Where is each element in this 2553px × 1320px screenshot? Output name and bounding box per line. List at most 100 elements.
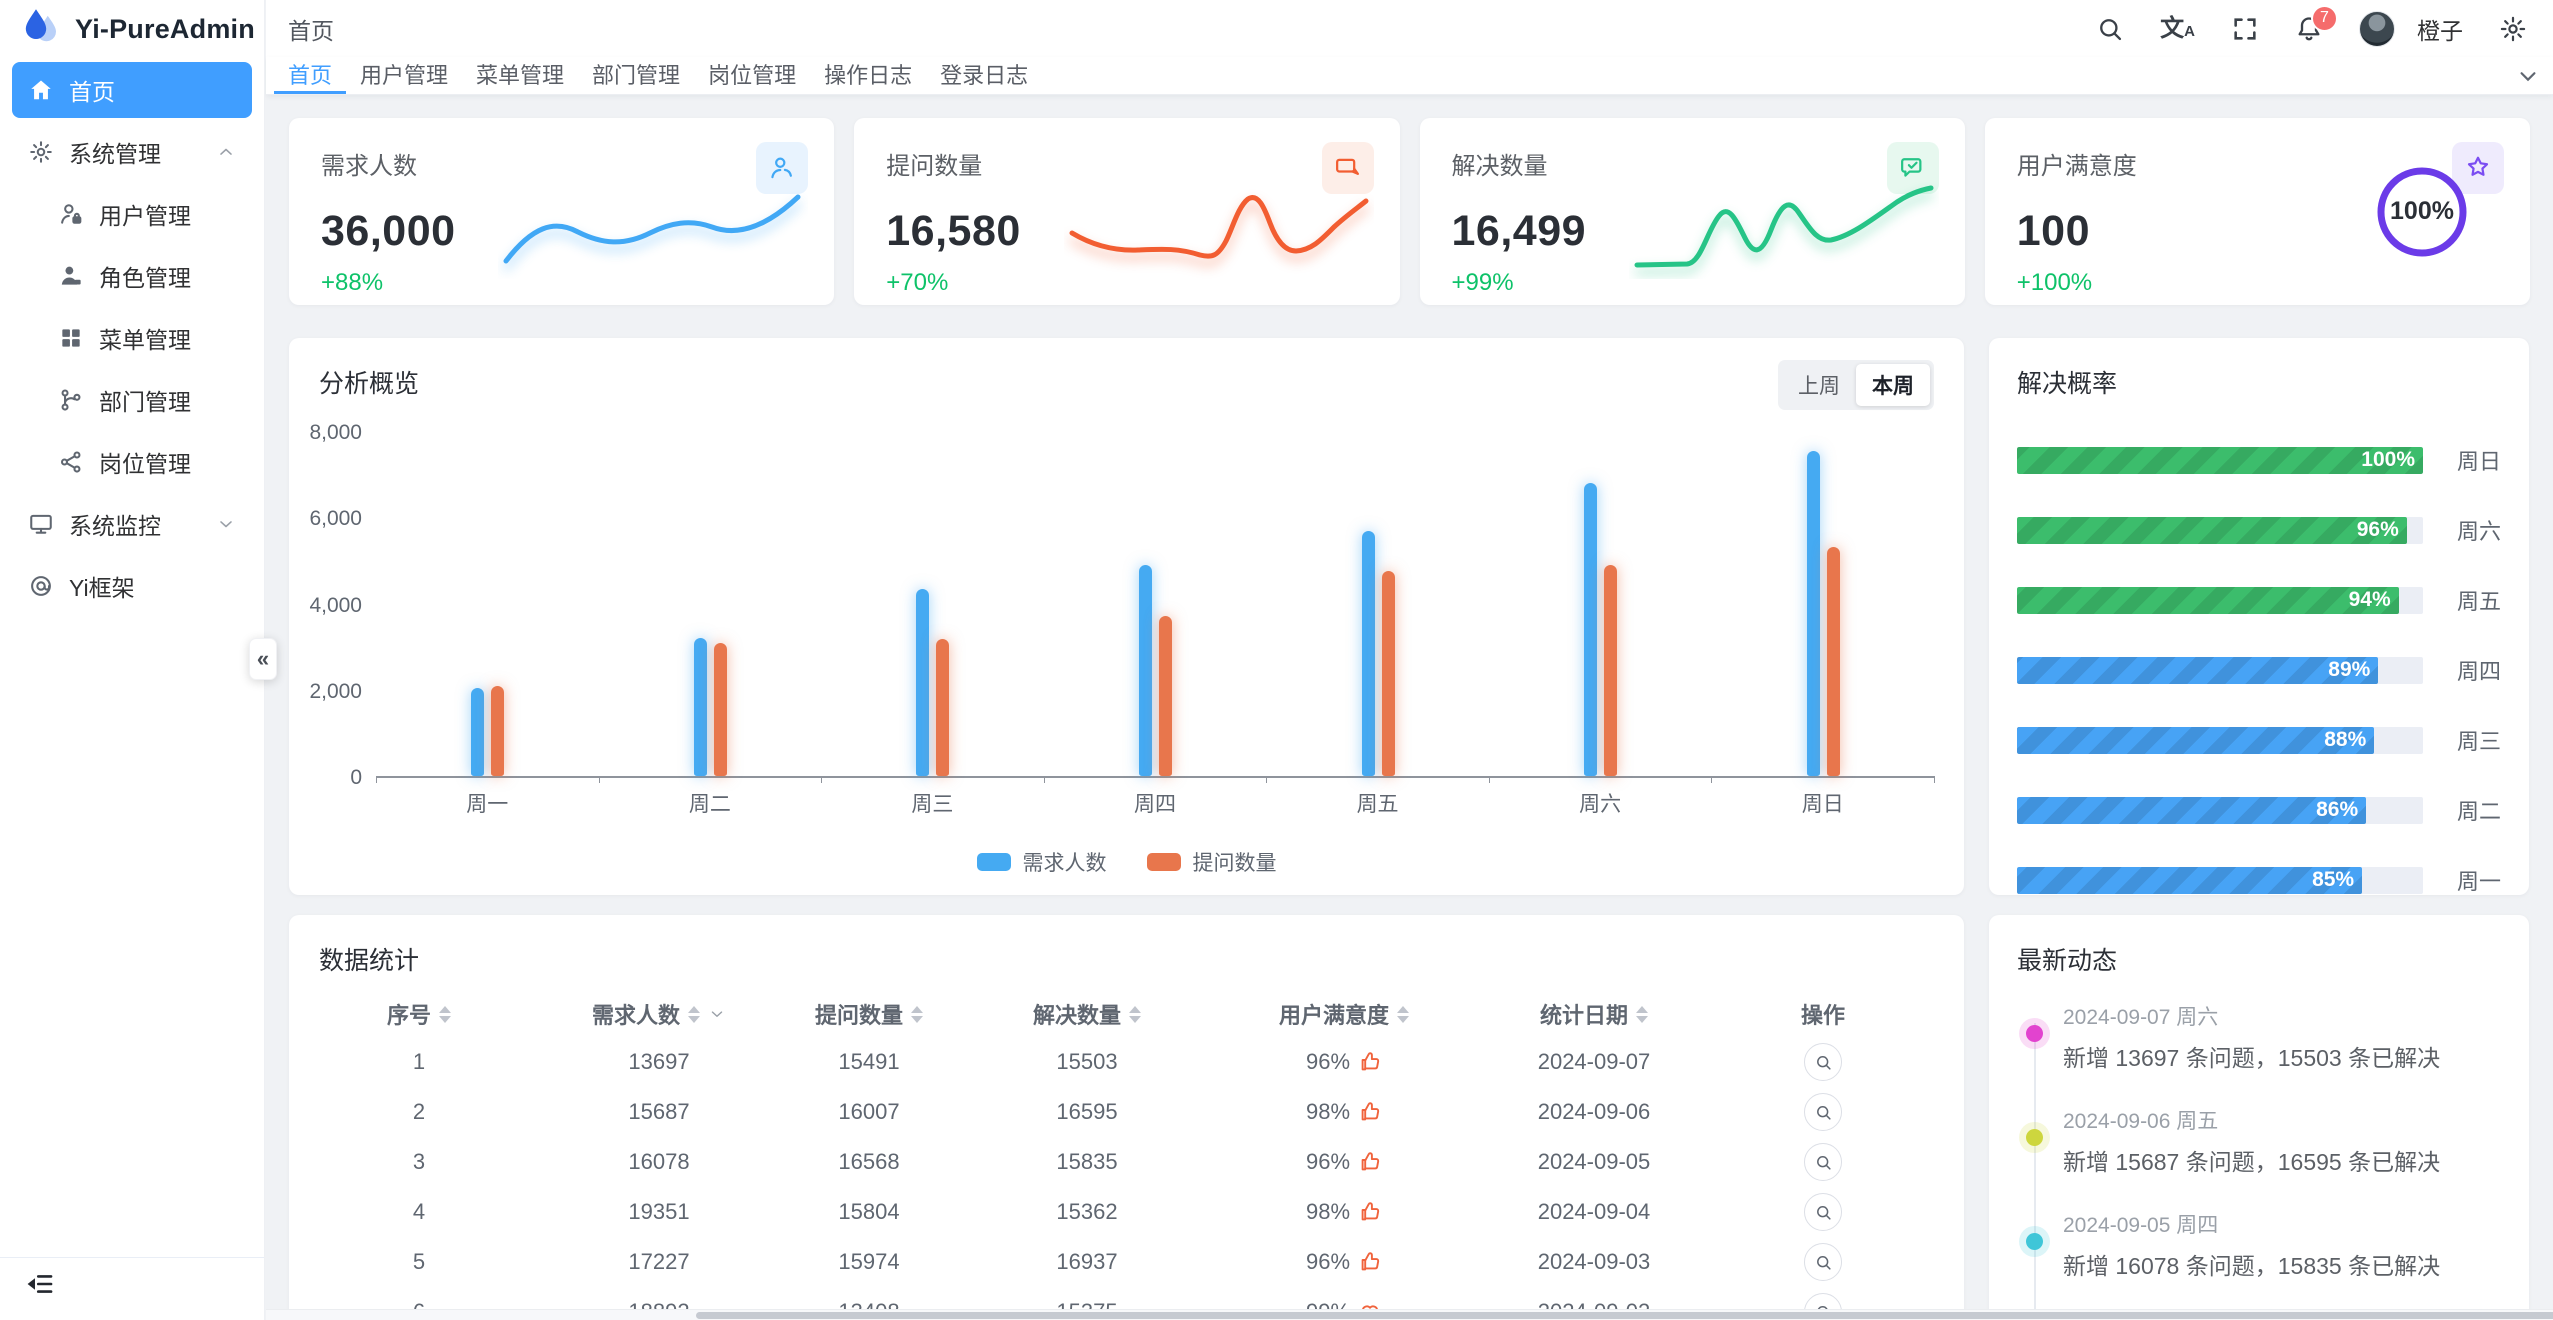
sidebar-item-yi-framework[interactable]: Yi框架: [12, 558, 252, 614]
timeline-date: 2024-09-07 周六: [2063, 1006, 2219, 1029]
x-axis-label: 周日: [1801, 793, 1844, 816]
tab-菜单管理[interactable]: 菜单管理: [476, 63, 565, 88]
sidebar-item-home[interactable]: 首页: [12, 62, 252, 118]
x-axis-label: 周五: [1356, 793, 1399, 816]
column-header-提问数量[interactable]: 提问数量: [799, 998, 939, 1030]
username[interactable]: 橙子: [2417, 17, 2463, 44]
x-axis-label: 周一: [466, 793, 509, 816]
progress-day-label: 周六: [2456, 519, 2501, 544]
column-label: 解决数量: [1032, 1003, 1121, 1028]
sidebar-item-user-mgmt[interactable]: 用户管理: [12, 186, 252, 242]
tab-岗位管理[interactable]: 岗位管理: [708, 63, 797, 88]
translate-icon[interactable]: 文A: [2160, 14, 2195, 42]
search-icon[interactable]: [2096, 15, 2124, 43]
probability-row-周日: 100% 周日: [2017, 444, 2501, 476]
column-header-序号[interactable]: 序号: [319, 998, 519, 1030]
grid-icon: [58, 325, 84, 351]
table-title: 数据统计: [319, 947, 420, 975]
tab-操作日志[interactable]: 操作日志: [824, 63, 913, 88]
x-axis-tickmark: [598, 776, 600, 783]
table-row: 3 16078 16568 15835 96% 2024-09-05: [319, 1137, 1934, 1187]
column-header-操作: 操作: [1735, 998, 1911, 1030]
view-detail-button[interactable]: [1804, 1193, 1842, 1231]
branch-icon: [58, 387, 84, 413]
sidebar-item-system-mgmt[interactable]: 系统管理: [12, 124, 252, 180]
sidebar-item-menu-mgmt[interactable]: 菜单管理: [12, 310, 252, 366]
settings-gear-icon[interactable]: [2499, 15, 2527, 43]
tabbar-chevron-down-icon[interactable]: [2517, 57, 2539, 94]
column-label: 需求人数: [591, 1003, 680, 1028]
thumb-up-icon: [1358, 1100, 1382, 1124]
app-logo[interactable]: Yi-PureAdmin: [0, 0, 264, 58]
sort-carets-icon: [911, 1005, 923, 1023]
column-header-用户满意度[interactable]: 用户满意度: [1235, 998, 1453, 1030]
view-detail-button[interactable]: [1804, 1043, 1842, 1081]
progress-fill: 85%: [2017, 866, 2363, 894]
bar-需求人数-周四: [1139, 564, 1152, 776]
column-header-需求人数[interactable]: 需求人数: [519, 998, 799, 1030]
stat-value: 16,499: [1451, 207, 1587, 255]
bar-需求人数-周日: [1806, 451, 1820, 776]
sidebar-item-post-mgmt[interactable]: 岗位管理: [12, 434, 252, 490]
stat-label: 解决数量: [1451, 153, 1548, 180]
data-statistics-card: 数据统计 序号 需求人数 提问数量 解决数量 用户满意度 统计日期 操作 1 13697 154…: [289, 915, 1964, 1320]
view-detail-button[interactable]: [1804, 1093, 1842, 1131]
cell-demand: 13697: [628, 1049, 690, 1074]
progress-percent: 100%: [2361, 448, 2415, 471]
fullscreen-icon[interactable]: [2231, 15, 2259, 43]
bell-icon[interactable]: 7: [2295, 4, 2338, 43]
cell-questions: 15804: [838, 1199, 900, 1224]
progress-day-label: 周二: [2456, 799, 2501, 824]
tab-首页[interactable]: 首页: [274, 57, 347, 94]
view-detail-button[interactable]: [1804, 1143, 1842, 1181]
cell-satisfaction: 96%: [1235, 1149, 1453, 1175]
view-detail-button[interactable]: [1804, 1243, 1842, 1281]
sidebar-collapse-button[interactable]: «: [249, 638, 277, 680]
tab-部门管理[interactable]: 部门管理: [592, 63, 681, 88]
tab-用户管理[interactable]: 用户管理: [360, 63, 449, 88]
fold-menu-icon[interactable]: [26, 1270, 54, 1298]
cell-actions: [1735, 1043, 1911, 1081]
progress-track: 86%: [2017, 796, 2423, 824]
double-chevron-left-icon: «: [256, 646, 270, 671]
horizontal-scrollbar-thumb[interactable]: [696, 1312, 2553, 1319]
sort-carets-icon: [1397, 1005, 1409, 1023]
sidebar-item-label: 部门管理: [99, 389, 191, 415]
cell-questions: 16007: [838, 1099, 900, 1124]
bar-提问数量-周日: [1826, 547, 1840, 776]
probability-row-周六: 96% 周六: [2017, 514, 2501, 546]
sparkline: [498, 169, 808, 279]
sidebar-item-role-mgmt[interactable]: 角色管理: [12, 248, 252, 304]
topbar: 首页 文A 7 橙子: [266, 0, 2553, 57]
column-header-解决数量[interactable]: 解决数量: [939, 998, 1235, 1030]
timeline-item: 2024-09-05 周四 新增 16078 条问题，15835 条已解决: [2026, 1209, 2501, 1281]
cell-demand: 16078: [628, 1149, 690, 1174]
legend-item-提问数量[interactable]: 提问数量: [1146, 847, 1277, 877]
sidebar-item-system-monitor[interactable]: 系统监控: [12, 496, 252, 552]
stat-value: 36,000: [321, 207, 456, 255]
timeline-text: 新增 15687 条问题，16595 条已解决: [2063, 1149, 2441, 1175]
toggle-本周[interactable]: 本周: [1856, 364, 1930, 406]
sidebar-item-dept-mgmt[interactable]: 部门管理: [12, 372, 252, 428]
progress-percent: 96%: [2356, 518, 2399, 541]
legend-item-需求人数[interactable]: 需求人数: [976, 847, 1107, 877]
horizontal-scrollbar: [266, 1309, 2553, 1320]
thumb-up-icon: [1358, 1150, 1382, 1174]
progress-fill: 94%: [2017, 586, 2399, 614]
column-header-统计日期[interactable]: 统计日期: [1453, 998, 1735, 1030]
stat-cards-row: 需求人数 36,000 +88% 提问数量 16,580 +70% 解决数量 16,499 +9…: [289, 118, 2530, 305]
filter-chevron-icon[interactable]: [708, 1005, 726, 1023]
sidebar-item-label: 首页: [69, 79, 115, 105]
progress-day-label: 周一: [2456, 869, 2501, 894]
tab-登录日志[interactable]: 登录日志: [940, 63, 1029, 88]
column-label: 序号: [386, 1003, 431, 1028]
chart-title: 分析概览: [319, 370, 420, 398]
cell-actions: [1735, 1243, 1911, 1281]
avatar[interactable]: [2359, 10, 2395, 47]
y-axis-tick: 2,000: [309, 679, 362, 703]
toggle-上周[interactable]: 上周: [1798, 375, 1840, 398]
thumb-up-icon: [1358, 1050, 1382, 1074]
table-row: 2 15687 16007 16595 98% 2024-09-06: [319, 1087, 1934, 1137]
thumb-up-icon: [1358, 1200, 1382, 1224]
